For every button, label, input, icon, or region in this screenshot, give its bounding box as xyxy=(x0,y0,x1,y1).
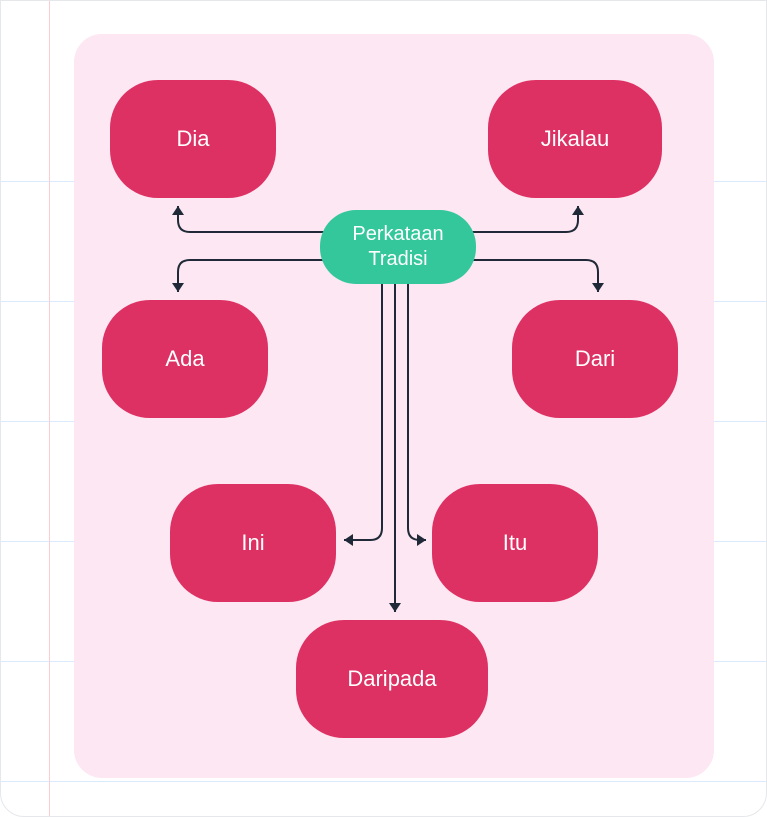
node-ada: Ada xyxy=(102,300,268,418)
center-label: Perkataan Tradisi xyxy=(352,222,443,272)
node-dari: Dari xyxy=(512,300,678,418)
node-label: Dari xyxy=(575,345,615,373)
node-ini: Ini xyxy=(170,484,336,602)
paper-hline xyxy=(1,781,766,782)
node-label: Jikalau xyxy=(541,125,609,153)
node-label: Ini xyxy=(241,529,264,557)
node-label: Itu xyxy=(503,529,527,557)
node-jikalau: Jikalau xyxy=(488,80,662,198)
node-label: Dia xyxy=(176,125,209,153)
node-label: Ada xyxy=(165,345,204,373)
node-label: Daripada xyxy=(347,665,436,693)
node-itu: Itu xyxy=(432,484,598,602)
paper-margin-line xyxy=(49,1,50,816)
center-node: Perkataan Tradisi xyxy=(320,210,476,284)
node-daripada: Daripada xyxy=(296,620,488,738)
node-dia: Dia xyxy=(110,80,276,198)
